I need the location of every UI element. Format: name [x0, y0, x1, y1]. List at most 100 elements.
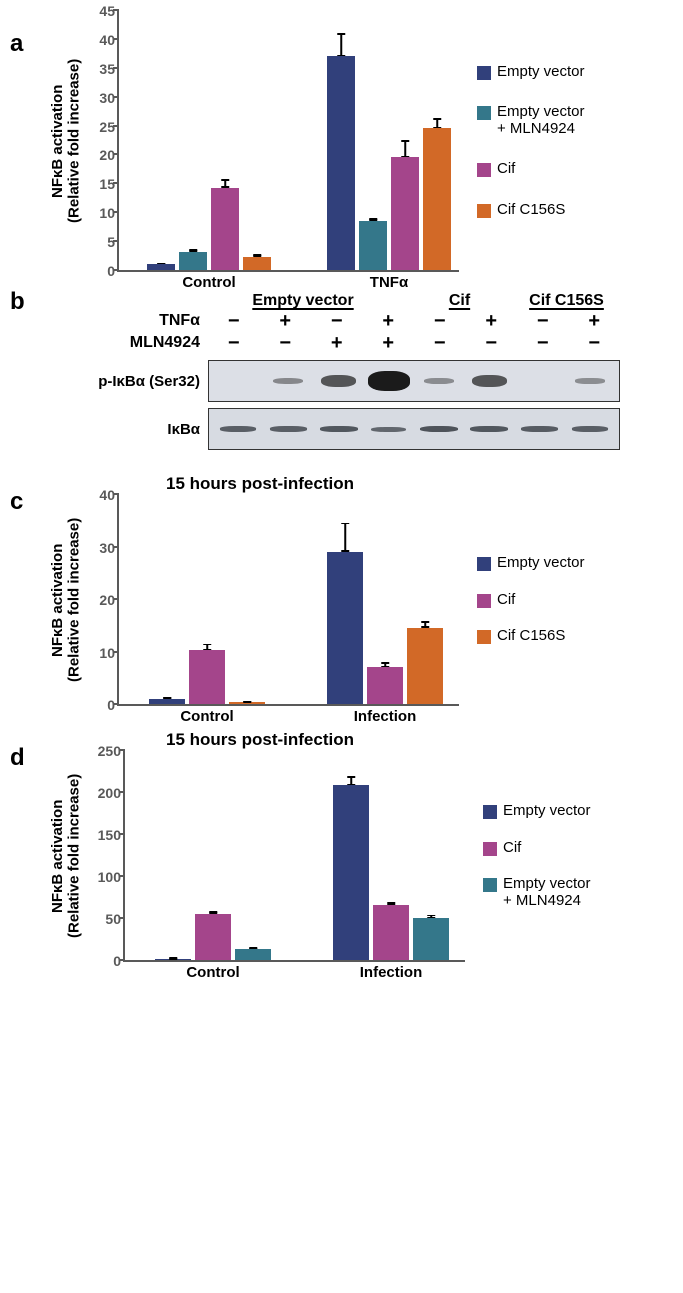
legend-c: Empty vector Cif Cif C156S	[477, 555, 585, 645]
blot-band	[515, 426, 565, 432]
legend-swatch	[477, 106, 491, 120]
lane-sign: −	[517, 333, 569, 353]
legend-label: Empty vector	[497, 64, 585, 81]
ytick-label: 200	[98, 785, 125, 801]
legend-item: Cif	[477, 161, 585, 178]
ytick-label: 45	[99, 3, 119, 19]
legend-item: Cif	[483, 840, 591, 857]
blot-p-ikba: p-IκBα (Ser32)	[80, 360, 620, 402]
legend-label: Cif	[497, 592, 515, 609]
legend-swatch	[477, 557, 491, 571]
bar	[147, 264, 175, 270]
bar	[235, 949, 271, 960]
xcat-label: Infection	[354, 704, 417, 725]
ytick-label: 20	[99, 147, 119, 163]
lane-sign: −	[208, 311, 260, 331]
panel-b: b Empty vectorCifCif C156S TNFα −+−+−+−+…	[10, 292, 673, 450]
blot-band	[314, 375, 364, 388]
blot-band	[314, 426, 364, 432]
ylabel-c: NFκB activation(Relative fold increase)	[50, 494, 83, 706]
ylabel-d: NFκB activation(Relative fold increase)	[50, 750, 83, 962]
bar	[333, 785, 369, 960]
ytick-label: 35	[99, 61, 119, 77]
bar	[243, 257, 271, 270]
lane-sign: −	[414, 333, 466, 353]
blot-band	[263, 426, 313, 431]
blot-band	[263, 378, 313, 384]
legend-swatch	[483, 805, 497, 819]
blot-header: Empty vector	[204, 292, 402, 310]
bar	[327, 552, 363, 704]
legend-item: Empty vector	[477, 555, 585, 572]
legend-swatch	[477, 594, 491, 608]
bar	[195, 914, 231, 960]
legend-label: Empty vector	[497, 555, 585, 572]
blot-band	[464, 375, 514, 388]
bar	[211, 188, 239, 270]
panel-letter-b: b	[10, 288, 25, 316]
ytick-label: 30	[99, 90, 119, 106]
legend-label: Empty vector+ MLN4924	[503, 876, 591, 909]
bar	[327, 56, 355, 270]
lane-sign: +	[311, 333, 363, 353]
panel-c: c 15 hours post-infection NFκB activatio…	[10, 474, 673, 706]
blot-band	[364, 371, 414, 391]
ytick-label: 40	[99, 487, 119, 503]
legend-item: Empty vector	[483, 803, 591, 820]
lane-sign: +	[363, 333, 415, 353]
xcat-label: Control	[180, 704, 233, 725]
legend-item: Empty vector+ MLN4924	[477, 104, 585, 137]
legend-label: Empty vector	[503, 803, 591, 820]
legend-item: Cif C156S	[477, 202, 585, 219]
ytick-label: 0	[113, 953, 125, 969]
xcat-label: Control	[182, 270, 235, 291]
lane-sign: +	[260, 311, 312, 331]
panel-a: a NFκB activation(Relative fold increase…	[10, 10, 673, 272]
ytick-label: 10	[99, 645, 119, 661]
lane-sign: −	[414, 311, 466, 331]
blot-band	[414, 426, 464, 432]
legend-swatch	[477, 163, 491, 177]
lane-sign: +	[363, 311, 415, 331]
legend-label: Cif C156S	[497, 202, 565, 219]
legend-a: Empty vector Empty vector+ MLN4924 Cif Cif …	[477, 64, 585, 219]
ytick-label: 150	[98, 827, 125, 843]
blot-header: Cif	[410, 292, 509, 310]
panel-letter-a: a	[10, 30, 23, 58]
ytick-label: 0	[107, 263, 119, 279]
lane-sign: −	[311, 311, 363, 331]
lane-sign: +	[466, 311, 518, 331]
bar	[413, 918, 449, 960]
blot-band	[213, 426, 263, 431]
mln-row: MLN4924 −−++−−−−	[80, 332, 620, 354]
ytick-label: 10	[99, 205, 119, 221]
ytick-label: 100	[98, 869, 125, 885]
legend-d: Empty vector Cif Empty vector+ MLN4924	[483, 803, 591, 909]
bar	[179, 252, 207, 270]
lane-sign: −	[260, 333, 312, 353]
lane-sign: −	[208, 333, 260, 353]
ytick-label: 15	[99, 176, 119, 192]
bar	[359, 221, 387, 270]
xcat-label: Control	[186, 960, 239, 981]
lane-sign: −	[517, 311, 569, 331]
legend-label: Empty vector+ MLN4924	[497, 104, 585, 137]
ytick-label: 50	[105, 911, 125, 927]
panel-letter-d: d	[10, 744, 25, 772]
blot-header: Cif C156S	[517, 292, 616, 310]
legend-item: Cif C156S	[477, 628, 585, 645]
blot-group-headers: Empty vector Cif Cif C156S	[200, 292, 620, 310]
ytick-label: 40	[99, 32, 119, 48]
panel-d: d 15 hours post-infection NFκB activatio…	[10, 730, 673, 962]
legend-label: Cif	[503, 840, 521, 857]
legend-swatch	[477, 630, 491, 644]
ytick-label: 5	[107, 234, 119, 250]
xcat-label: TNFα	[370, 270, 408, 291]
legend-swatch	[477, 204, 491, 218]
ytick-label: 20	[99, 592, 119, 608]
lane-sign: −	[466, 333, 518, 353]
bar	[189, 650, 225, 704]
legend-item: Empty vector+ MLN4924	[483, 876, 591, 909]
lane-sign: +	[569, 311, 621, 331]
blot-band	[364, 427, 414, 432]
